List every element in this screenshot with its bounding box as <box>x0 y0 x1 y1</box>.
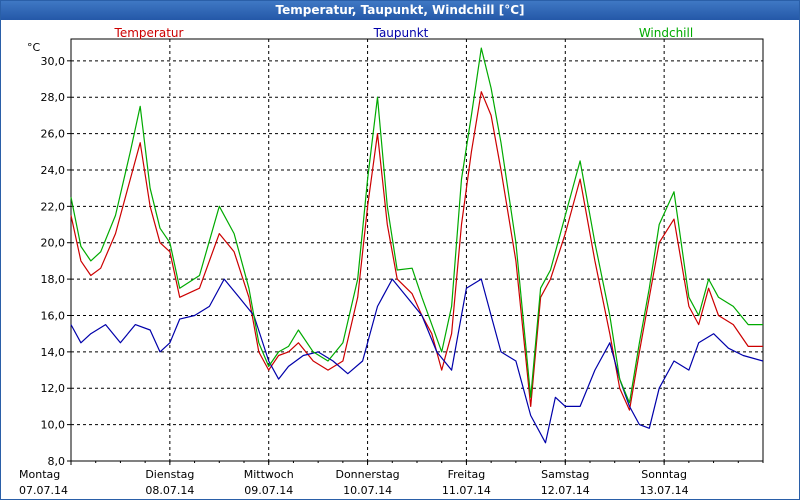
y-unit-label: °C <box>27 41 41 54</box>
legend-temperatur: Temperatur <box>114 26 184 40</box>
x-tick-date: 09.07.14 <box>244 484 293 497</box>
y-tick-label: 24,0 <box>41 164 66 177</box>
x-tick-day: Montag <box>19 468 60 481</box>
y-tick-label: 20,0 <box>41 237 66 250</box>
y-tick-label: 18,0 <box>41 273 66 286</box>
series-line-windchill <box>70 47 763 404</box>
x-tick-day: Freitag <box>448 468 486 481</box>
legend-taupunkt: Taupunkt <box>373 26 429 40</box>
y-tick-label: 12,0 <box>41 382 66 395</box>
window-title: Temperatur, Taupunkt, Windchill [°C] <box>1 1 799 20</box>
x-tick-day: Mittwoch <box>244 468 294 481</box>
y-tick-label: 30,0 <box>41 55 66 68</box>
y-tick-label: 14,0 <box>41 346 66 359</box>
x-tick-date: 10.07.14 <box>343 484 392 497</box>
x-tick-date: 07.07.14 <box>19 484 68 497</box>
series-line-taupunkt <box>70 278 764 444</box>
y-tick-label: 28,0 <box>41 91 66 104</box>
x-tick-date: 11.07.14 <box>442 484 491 497</box>
chart-canvas: 30,0 28,0 26,0 24,0 22,0 20,0 18,0 16,0 14,0 12,0… <box>19 26 764 497</box>
y-tick-label: 10,0 <box>41 419 66 432</box>
x-tick-day: Samstag <box>541 468 589 481</box>
x-tick-date: 12.07.14 <box>541 484 590 497</box>
y-tick-label: 16,0 <box>41 309 66 322</box>
y-tick-label: 26,0 <box>41 128 66 141</box>
y-tick-label: 22,0 <box>41 200 66 213</box>
legend-windchill: Windchill <box>639 26 693 40</box>
x-tick-date: 08.07.14 <box>145 484 194 497</box>
x-tick-date: 13.07.14 <box>640 484 689 497</box>
plot-area <box>70 38 764 462</box>
y-tick-label: 8,0 <box>48 455 66 468</box>
x-tick-day: Donnerstag <box>335 468 399 481</box>
x-tick-day: Dienstag <box>145 468 194 481</box>
x-tick-day: Sonntag <box>641 468 687 481</box>
